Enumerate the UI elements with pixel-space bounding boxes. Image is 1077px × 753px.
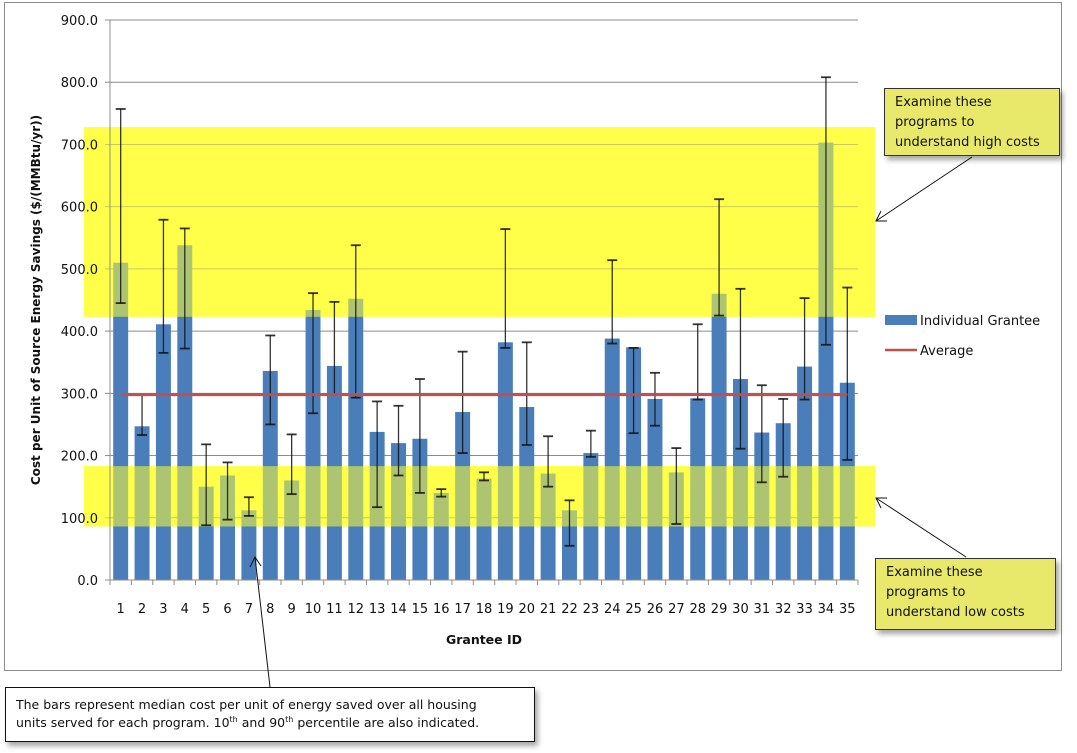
x-tick-label: 13 bbox=[369, 602, 386, 617]
arrow-note bbox=[254, 556, 271, 688]
x-tick-label: 12 bbox=[347, 602, 364, 617]
x-tick-label: 30 bbox=[732, 602, 749, 617]
bar bbox=[497, 342, 513, 580]
y-tick-label: 600.0 bbox=[61, 201, 98, 216]
y-tick-label: 200.0 bbox=[61, 450, 98, 465]
x-tick-label: 15 bbox=[412, 602, 429, 617]
callout-high-line: programs to bbox=[895, 115, 975, 130]
y-tick-label: 700.0 bbox=[61, 138, 98, 153]
highlight-overlays bbox=[84, 127, 875, 527]
high-cost-band-overlay bbox=[84, 127, 875, 317]
note-text-c: percentile are also indicated. bbox=[293, 715, 480, 730]
callout-high-line: Examine these bbox=[895, 95, 992, 110]
bar bbox=[155, 324, 171, 580]
legend-label-grantee: Individual Grantee bbox=[920, 314, 1040, 329]
x-tick-label: 24 bbox=[604, 602, 621, 617]
x-tick-label: 31 bbox=[754, 602, 771, 617]
x-tick-label: 17 bbox=[454, 602, 471, 617]
x-tick-label: 6 bbox=[223, 602, 231, 617]
x-tick-label: 5 bbox=[202, 602, 210, 617]
y-tick-label: 800.0 bbox=[61, 76, 98, 91]
x-tick-label: 8 bbox=[266, 602, 274, 617]
legend: Individual Grantee Average bbox=[885, 314, 1040, 359]
callout-low-line: Examine these bbox=[886, 565, 983, 580]
y-tick-label: 0.0 bbox=[77, 574, 98, 589]
arrow-note-head bbox=[249, 556, 262, 568]
x-tick-label: 25 bbox=[625, 602, 642, 617]
callout-low-line: programs to bbox=[886, 585, 966, 600]
x-tick-label: 11 bbox=[326, 602, 343, 617]
note-text-a: units served for each program. 10 bbox=[16, 715, 230, 730]
error-bars bbox=[115, 76, 853, 547]
note-line-1: The bars represent median cost per unit … bbox=[16, 697, 477, 712]
x-tick-label: 35 bbox=[839, 602, 856, 617]
x-tick-label: 33 bbox=[796, 602, 813, 617]
x-tick-label: 9 bbox=[288, 602, 296, 617]
arrow-low bbox=[875, 497, 967, 558]
x-tick-label: 23 bbox=[583, 602, 600, 617]
axes bbox=[109, 20, 859, 585]
note-sup-1: th bbox=[229, 714, 238, 724]
x-tick-label: 20 bbox=[518, 602, 535, 617]
callout-low-line: understand low costs bbox=[886, 605, 1025, 620]
bar bbox=[604, 338, 620, 580]
x-tick-label: 4 bbox=[181, 602, 189, 617]
y-tick-label: 100.0 bbox=[61, 512, 98, 527]
note-text-b: and 90 bbox=[237, 715, 286, 730]
x-tick-label: 10 bbox=[305, 602, 322, 617]
x-tick-label: 32 bbox=[775, 602, 792, 617]
arrow-low-head bbox=[875, 497, 887, 509]
x-tick-label: 16 bbox=[433, 602, 450, 617]
x-tick-label: 3 bbox=[159, 602, 167, 617]
arrow-high bbox=[875, 156, 973, 222]
y-tick-label: 500.0 bbox=[61, 263, 98, 278]
x-tick-label: 2 bbox=[138, 602, 146, 617]
callout-high-costs: Examine these programs to understand hig… bbox=[884, 88, 1060, 156]
low-cost-band-overlay bbox=[84, 466, 875, 527]
note-sup-2: th bbox=[285, 714, 294, 724]
y-tick-label: 300.0 bbox=[61, 387, 98, 402]
x-tick-label: 19 bbox=[497, 602, 514, 617]
y-tick-label: 900.0 bbox=[61, 14, 98, 29]
x-tick-label: 34 bbox=[818, 602, 835, 617]
x-tick-label: 18 bbox=[476, 602, 493, 617]
y-tick-label: 400.0 bbox=[61, 325, 98, 340]
x-tick-label: 26 bbox=[647, 602, 664, 617]
x-tick-label: 7 bbox=[245, 602, 253, 617]
x-tick-label: 27 bbox=[668, 602, 685, 617]
x-tick-labels: 1 2 3 4 5 6 7 8 9 10 11 12 13 14 15 16 17 18 19 20 21 22 23 24 2… bbox=[117, 602, 856, 617]
y-axis-label: Cost per Unit of Source Energy Savings (… bbox=[29, 115, 43, 485]
x-axis-label: Grantee ID bbox=[446, 632, 522, 647]
explanation-note: The bars represent median cost per unit … bbox=[5, 687, 535, 742]
y-tick-labels: 0.0 100.0 200.0 300.0 400.0 500.0 600.0 700.0 80… bbox=[61, 14, 98, 589]
callout-low-costs: Examine these programs to understand low… bbox=[875, 558, 1056, 630]
annotation-arrows bbox=[249, 156, 973, 688]
note-line-2: units served for each program. 10th and … bbox=[16, 714, 524, 732]
x-tick-label: 29 bbox=[711, 602, 728, 617]
x-tick-label: 22 bbox=[561, 602, 578, 617]
legend-swatch-grantee bbox=[885, 315, 917, 325]
legend-label-average: Average bbox=[920, 344, 973, 359]
x-tick-label: 21 bbox=[540, 602, 557, 617]
arrow-high-head bbox=[875, 210, 887, 222]
bar bbox=[711, 293, 727, 580]
callout-high-line: understand high costs bbox=[895, 135, 1040, 150]
x-tick-label: 14 bbox=[390, 602, 407, 617]
x-tick-label: 28 bbox=[689, 602, 706, 617]
x-tick-label: 1 bbox=[117, 602, 125, 617]
